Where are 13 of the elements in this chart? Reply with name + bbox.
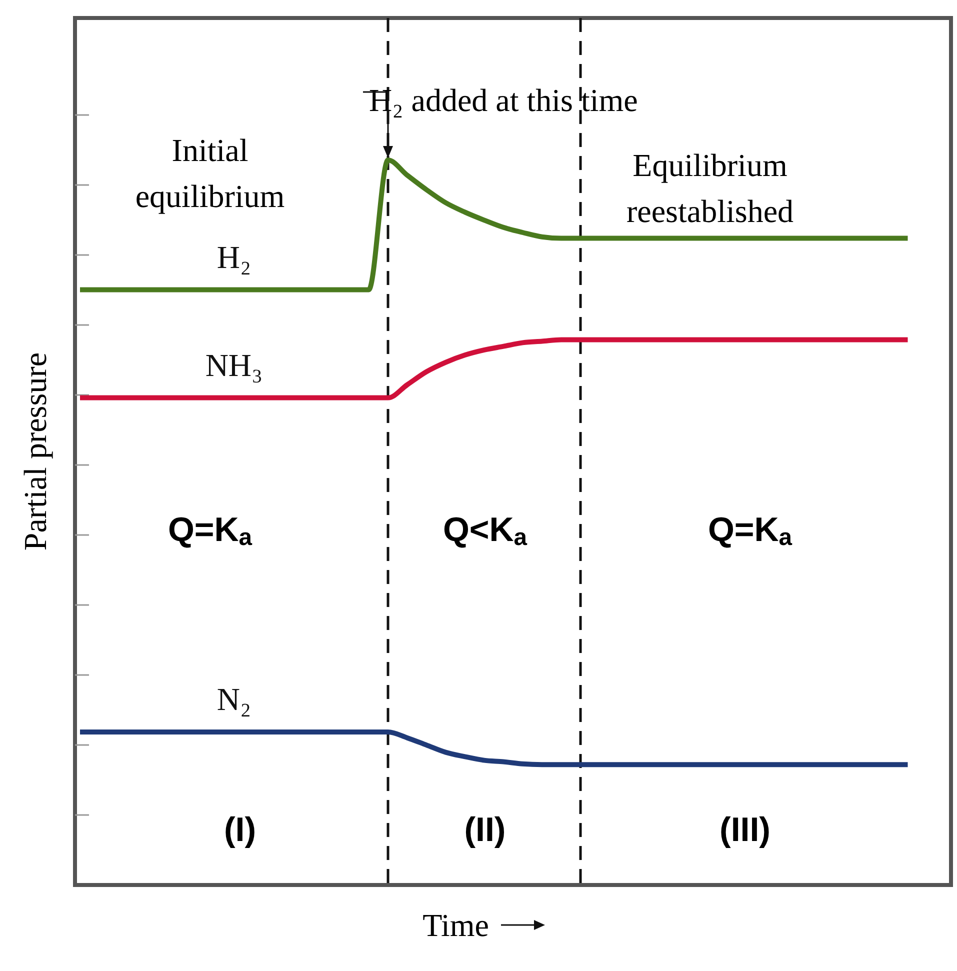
annotation: Initial equilibrium [135, 132, 285, 214]
series-label: N₂ [216, 681, 252, 718]
y-axis-title: Partial pressure [17, 352, 53, 551]
series-label: H₂ [216, 238, 252, 275]
annotation: Q=K$_{a}$ [168, 511, 253, 551]
series-label: NH₃ [205, 346, 263, 383]
annotation: (I) [224, 811, 256, 849]
annotation: Equilibrium reestablished [626, 147, 794, 229]
annotation: (III) [720, 811, 770, 849]
x-axis-title: Time [422, 907, 489, 943]
annotation: Q=K$_{a}$ [708, 511, 793, 551]
annotation: (II) [464, 811, 506, 849]
annotation: Q<K$_{a}$ [442, 511, 528, 551]
